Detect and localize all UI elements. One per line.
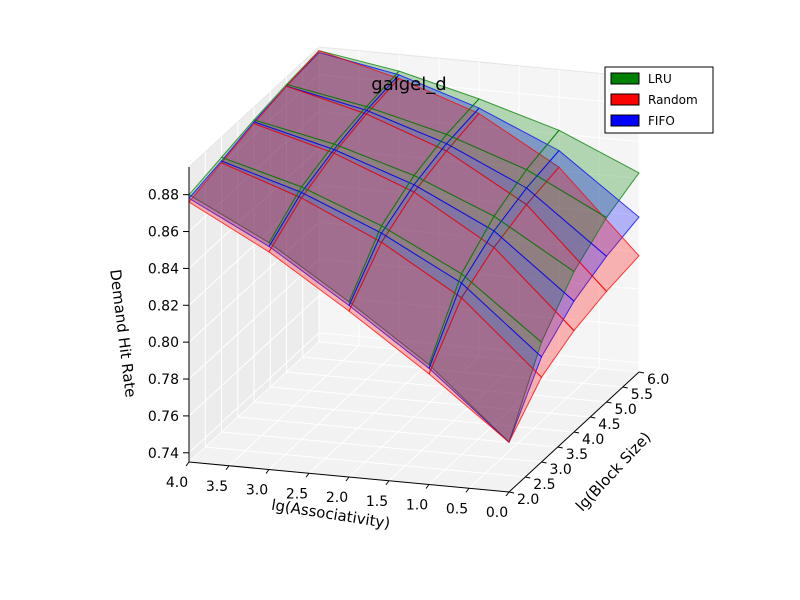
z-tick-label: 0.82 xyxy=(148,298,179,314)
surface-cell-lru xyxy=(428,272,543,444)
x-tick-mark xyxy=(305,472,310,478)
legend-swatch-fifo xyxy=(610,114,640,127)
y-tick-mark xyxy=(541,461,547,464)
y-grid-line xyxy=(286,77,607,403)
z-grid-line xyxy=(188,184,640,306)
legend-label-lru: LRU xyxy=(648,72,672,86)
y-tick-label: 2.5 xyxy=(533,477,555,493)
y-tick-label: 5.5 xyxy=(631,387,653,403)
x-tick-label: 1.5 xyxy=(366,494,388,510)
chart-title: galgel_d xyxy=(371,74,446,95)
y-grid-line xyxy=(237,122,558,448)
z-tick-label: 0.88 xyxy=(148,188,179,204)
x-tick-label: 2.5 xyxy=(286,486,308,502)
surfaces xyxy=(188,50,640,444)
y-grid-line xyxy=(269,92,591,418)
y-tick-mark xyxy=(590,416,596,419)
y-grid-line xyxy=(318,47,640,373)
z-tick-label: 0.84 xyxy=(148,261,179,277)
z-axis-label: Demand Hit Rate xyxy=(106,268,140,398)
x-tick-label: 1.0 xyxy=(406,498,428,514)
z-tick-label: 0.78 xyxy=(148,372,179,388)
y-tick-mark xyxy=(573,431,580,434)
z-grid-line xyxy=(188,147,640,269)
y-grid-line xyxy=(221,137,542,463)
x-tick-mark xyxy=(185,461,190,467)
legend-swatch-lru xyxy=(610,72,640,85)
y-tick-mark xyxy=(525,476,531,479)
axis-lines xyxy=(183,167,645,497)
y-tick-label: 3.0 xyxy=(550,462,572,478)
z-tick-label: 0.86 xyxy=(148,225,179,241)
x-tick-label: 3.0 xyxy=(246,483,268,499)
legend-label-fifo: FIFO xyxy=(648,114,675,128)
y-tick-mark xyxy=(557,446,563,449)
z-grid-line xyxy=(188,258,640,380)
x-tick-label: 0.5 xyxy=(446,501,468,517)
x-tick-mark xyxy=(425,484,430,489)
y-tick-mark xyxy=(508,491,515,494)
legend-swatch-random xyxy=(610,93,640,106)
z-tick-label: 0.80 xyxy=(148,335,179,351)
x-tick-mark xyxy=(225,465,230,471)
x-tick-mark xyxy=(385,480,390,486)
y-tick-mark xyxy=(606,401,612,404)
legend: LRU Random FIFO xyxy=(604,66,714,134)
x-tick-mark xyxy=(465,487,470,493)
x-tick-mark xyxy=(265,469,270,474)
y-grid-line xyxy=(204,152,526,478)
x-tick-label: 2.0 xyxy=(326,490,348,506)
y-tick-label: 2.0 xyxy=(517,492,539,508)
surface-cell-fifo xyxy=(428,282,543,444)
y-grid-line xyxy=(253,107,575,433)
x-tick-label: 0.0 xyxy=(486,505,508,521)
z-grid-line xyxy=(188,110,640,232)
x-tick-mark xyxy=(345,476,350,482)
y-tick-label: 3.5 xyxy=(566,447,588,463)
z-tick-label: 0.74 xyxy=(148,446,179,462)
y-tick-mark xyxy=(622,386,628,389)
x-tick-mark xyxy=(505,491,510,497)
y-tick-label: 5.0 xyxy=(615,402,637,418)
x-tick-label: 4.0 xyxy=(166,475,188,491)
y-grid-line xyxy=(302,62,623,388)
z-grid-line xyxy=(188,332,640,454)
y-tick-mark xyxy=(638,371,645,374)
y-tick-label: 4.5 xyxy=(598,417,620,433)
z-grid-line xyxy=(188,295,640,417)
z-grid-line xyxy=(188,74,640,196)
z-tick-label: 0.76 xyxy=(148,409,179,425)
surface-cell-random xyxy=(428,296,543,443)
y-tick-label: 4.0 xyxy=(582,432,604,448)
tick-labels: 0.00.51.01.52.02.53.03.54.02.02.53.03.54… xyxy=(148,188,669,521)
legend-label-random: Random xyxy=(648,93,698,107)
x-tick-label: 3.5 xyxy=(206,479,228,495)
y-tick-label: 6.0 xyxy=(647,372,669,388)
